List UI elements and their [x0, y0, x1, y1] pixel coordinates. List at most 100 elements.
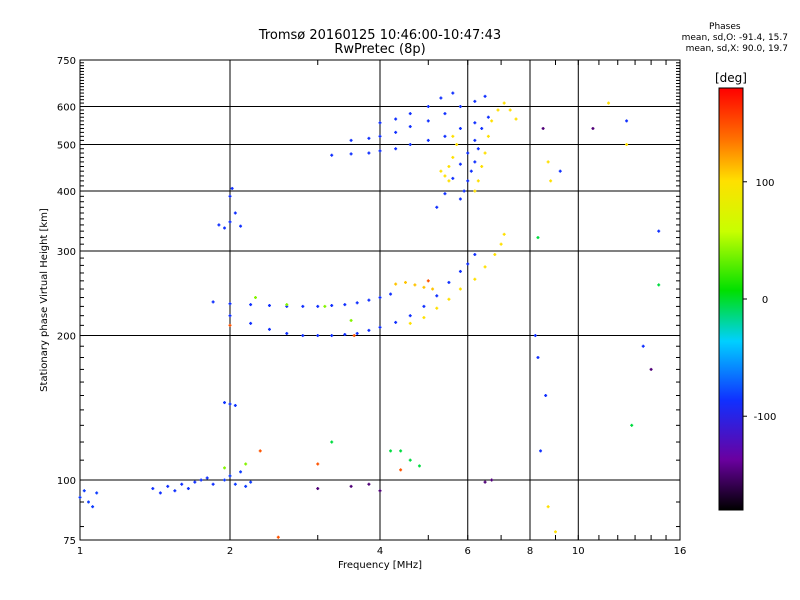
colorbar-tick-label: 100 [755, 178, 774, 189]
data-point [483, 480, 487, 484]
data-point [480, 126, 484, 130]
data-point [378, 134, 382, 138]
data-point [343, 332, 347, 336]
data-point [607, 101, 611, 105]
data-point [223, 226, 227, 230]
data-point [641, 344, 645, 348]
data-point [458, 162, 462, 166]
data-point [514, 117, 518, 121]
data-point [558, 169, 562, 173]
data-point [78, 495, 82, 499]
data-point [466, 262, 470, 266]
data-point [239, 224, 243, 228]
data-point [285, 331, 289, 335]
data-point [541, 126, 545, 130]
y-tick-label: 300 [57, 247, 76, 258]
data-point [473, 138, 477, 142]
data-point [486, 115, 490, 119]
data-point [403, 280, 407, 284]
data-point [499, 242, 503, 246]
data-point [483, 151, 487, 155]
data-point [439, 169, 443, 173]
data-point [417, 464, 421, 468]
y-tick-label: 500 [57, 141, 76, 152]
data-point [199, 478, 203, 482]
grid-lines [80, 60, 680, 540]
data-point [473, 189, 477, 193]
data-point [536, 355, 540, 359]
data-point [657, 283, 661, 287]
data-point [244, 484, 248, 488]
data-point [316, 462, 320, 466]
chart-title: Tromsø 20160125 10:46:00-10:47:43 [258, 28, 502, 43]
data-point [276, 535, 280, 539]
data-point [473, 277, 477, 281]
data-point [367, 298, 371, 302]
data-point [426, 105, 430, 109]
data-point [458, 126, 462, 130]
data-point [193, 480, 197, 484]
data-point [233, 211, 237, 215]
data-point [496, 108, 500, 112]
data-point [352, 334, 356, 338]
axis-ticks: 1 2 4 6 8 10 16 75 100 200 300 400 500 600 750 [57, 56, 686, 557]
data-point [378, 296, 382, 300]
data-point [230, 186, 234, 190]
data-point [408, 321, 412, 325]
data-point [476, 179, 480, 183]
data-point [625, 119, 629, 123]
data-point [490, 119, 494, 123]
y-tick-label: 75 [63, 536, 76, 547]
data-point [228, 302, 232, 306]
y-tick-label: 200 [57, 332, 76, 343]
data-point [249, 303, 253, 307]
data-point [378, 489, 382, 493]
data-point [399, 449, 403, 453]
data-point [544, 394, 548, 398]
data-point [91, 505, 95, 509]
colorbar [718, 87, 744, 511]
data-point [301, 304, 305, 308]
data-point [408, 458, 412, 462]
data-point [553, 530, 557, 534]
data-point [591, 126, 595, 130]
data-point [408, 143, 412, 147]
x-tick-label: 2 [227, 546, 233, 557]
data-point [451, 134, 455, 138]
data-point [343, 303, 347, 307]
data-point [228, 323, 232, 327]
data-point [228, 474, 232, 478]
x-tick-label: 6 [465, 546, 471, 557]
data-point [431, 287, 435, 291]
data-point [95, 491, 99, 495]
data-point [316, 487, 320, 491]
data-point [426, 119, 430, 123]
data-point [394, 117, 398, 121]
y-tick-label: 750 [57, 56, 76, 67]
data-point [205, 476, 209, 480]
data-point [378, 325, 382, 329]
data-point [451, 176, 455, 180]
data-point [355, 331, 359, 335]
data-point [223, 478, 227, 482]
data-point [239, 470, 243, 474]
data-point [367, 136, 371, 140]
data-point [426, 138, 430, 142]
data-point [458, 269, 462, 273]
data-point [267, 303, 271, 307]
data-point [508, 108, 512, 112]
data-point [301, 334, 305, 338]
colorbar-tick-label: 0 [762, 295, 768, 306]
data-point [435, 205, 439, 209]
y-axis-label: Stationary phase Virtual Height [km] [39, 208, 50, 392]
data-point [228, 314, 232, 318]
data-point [330, 303, 334, 307]
x-tick-label: 16 [674, 546, 687, 557]
data-point [166, 484, 170, 488]
data-point [466, 151, 470, 155]
data-point [493, 253, 497, 257]
data-point [408, 112, 412, 116]
data-point [473, 99, 477, 103]
data-point [458, 105, 462, 109]
